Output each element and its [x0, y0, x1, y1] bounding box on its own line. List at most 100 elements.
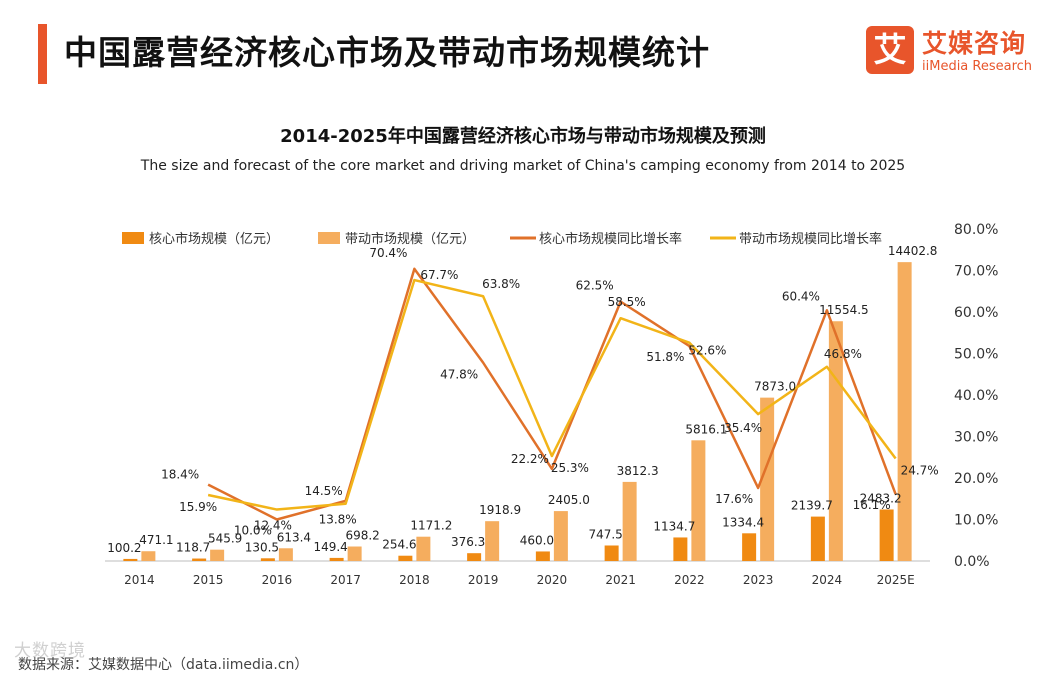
core-market-bar: [879, 509, 894, 561]
core-market-bar: [398, 555, 413, 561]
core-growth-value-label: 62.5%: [576, 279, 614, 293]
core-bar-value-label: 747.5: [588, 527, 622, 541]
driving-market-bar: [622, 481, 637, 561]
core-growth-value-label: 17.6%: [715, 492, 753, 506]
page-title: 中国露营经济核心市场及带动市场规模统计: [64, 33, 710, 72]
driving-bar-value-label: 471.1: [139, 533, 173, 547]
core-bar-value-label: 460.0: [520, 533, 554, 547]
driving-bar-value-label: 14402.8: [888, 244, 938, 258]
driving-bar-value-label: 545.9: [208, 532, 242, 546]
core-market-bar: [742, 533, 757, 561]
core-growth-value-label: 22.2%: [511, 452, 549, 466]
logo-en-text: iiMedia Research: [922, 59, 1033, 74]
core-bar-value-label: 130.5: [245, 540, 279, 554]
iimedia-logo: 艾 艾媒咨询 iiMedia Research: [866, 22, 1036, 80]
y-right-tick-label: 40.0%: [954, 388, 998, 404]
core-market-bar: [123, 558, 138, 561]
x-tick-label: 2014: [124, 573, 155, 587]
driving-growth-value-label: 25.3%: [551, 461, 589, 475]
core-growth-value-label: 70.4%: [369, 246, 407, 260]
driving-market-bar: [210, 549, 225, 561]
driving-market-bar: [416, 536, 431, 561]
logo-mark: 艾: [866, 26, 914, 74]
driving-market-bar: [897, 262, 912, 561]
core-bar-value-label: 2483.2: [860, 491, 902, 505]
driving-growth-value-label: 67.7%: [420, 268, 458, 282]
y-right-tick-label: 60.0%: [954, 305, 998, 321]
driving-market-bar: [278, 548, 293, 561]
core-market-bar: [810, 516, 825, 561]
title-accent-bar: [38, 24, 47, 84]
core-market-bar: [604, 545, 619, 561]
driving-bar-value-label: 1918.9: [479, 503, 521, 517]
driving-growth-value-label: 15.9%: [179, 500, 217, 514]
y-right-tick-label: 80.0%: [954, 222, 998, 238]
core-bar-value-label: 149.4: [313, 540, 347, 554]
y-right-tick-label: 30.0%: [954, 430, 998, 446]
driving-growth-value-label: 63.8%: [482, 277, 520, 291]
core-market-bar: [673, 537, 688, 561]
driving-bar-value-label: 1171.2: [410, 519, 452, 533]
driving-bar-value-label: 2405.0: [548, 493, 590, 507]
core-market-bar: [467, 553, 482, 561]
chart-title: 2014-2025年中国露营经济核心市场与带动市场规模及预测: [280, 126, 766, 147]
x-tick-label: 2015: [193, 573, 224, 587]
y-right-tick-label: 50.0%: [954, 347, 998, 363]
core-growth-value-label: 51.8%: [646, 350, 684, 364]
driving-bar-value-label: 613.4: [277, 530, 311, 544]
driving-growth-value-label: 35.4%: [724, 421, 762, 435]
y-right-tick-label: 0.0%: [954, 554, 990, 570]
x-tick-label: 2016: [262, 573, 293, 587]
core-growth-line: [207, 267, 897, 521]
driving-market-bar: [691, 440, 706, 561]
core-growth-value-label: 16.1%: [853, 498, 891, 512]
core-market-bar: [329, 557, 344, 561]
driving-market-bar: [485, 521, 500, 561]
x-tick-label: 2020: [537, 573, 568, 587]
watermark: 大数跨境: [14, 641, 86, 661]
driving-market-bar: [828, 321, 843, 561]
driving-market-bar: [553, 511, 568, 561]
driving-bar-value-label: 3812.3: [617, 464, 659, 478]
core-bar-value-label: 118.7: [176, 541, 210, 555]
core-bar-value-label: 1334.4: [722, 515, 764, 529]
driving-growth-value-label: 46.8%: [824, 347, 862, 361]
x-tick-label: 2021: [605, 573, 636, 587]
legend-label: 带动市场规模（亿元）: [345, 231, 475, 247]
core-market-bar: [260, 558, 275, 561]
driving-market-bar: [347, 546, 362, 561]
driving-growth-value-label: 13.8%: [319, 513, 357, 527]
driving-market-bar: [760, 397, 775, 561]
y-right-tick-label: 10.0%: [954, 513, 998, 529]
core-bar-value-label: 376.3: [451, 535, 485, 549]
legend-swatch-driving-bar: [318, 232, 340, 244]
legend-label: 带动市场规模同比增长率: [739, 231, 882, 247]
core-growth-value-label: 47.8%: [440, 368, 478, 382]
core-market-bar: [192, 558, 207, 561]
core-market-bar: [535, 551, 550, 561]
core-growth-value-label: 10.0%: [234, 524, 272, 538]
core-growth-value-label: 14.5%: [305, 484, 343, 498]
driving-growth-line: [207, 278, 897, 511]
driving-bar-value-label: 7873.0: [754, 380, 796, 394]
driving-growth-value-label: 12.4%: [254, 519, 292, 533]
core-growth-value-label: 60.4%: [782, 289, 820, 303]
x-tick-label: 2017: [330, 573, 361, 587]
core-bar-value-label: 2139.7: [791, 499, 833, 513]
driving-growth-value-label: 58.5%: [608, 295, 646, 309]
y-right-tick-label: 70.0%: [954, 264, 998, 280]
data-source-note: 数据来源：艾媒数据中心（data.iimedia.cn）: [18, 657, 309, 673]
x-tick-label: 2023: [743, 573, 774, 587]
x-tick-label: 2025E: [877, 573, 915, 587]
driving-bar-value-label: 11554.5: [819, 303, 869, 317]
core-bar-value-label: 100.2: [107, 541, 141, 555]
driving-growth-value-label: 52.6%: [688, 344, 726, 358]
chart-subtitle: The size and forecast of the core market…: [140, 158, 906, 174]
x-tick-label: 2019: [468, 573, 499, 587]
driving-bar-value-label: 5816.1: [685, 422, 727, 436]
y-right-tick-label: 20.0%: [954, 471, 998, 487]
x-tick-label: 2024: [812, 573, 843, 587]
core-bar-value-label: 254.6: [382, 538, 416, 552]
legend-label: 核心市场规模（亿元）: [149, 231, 279, 247]
